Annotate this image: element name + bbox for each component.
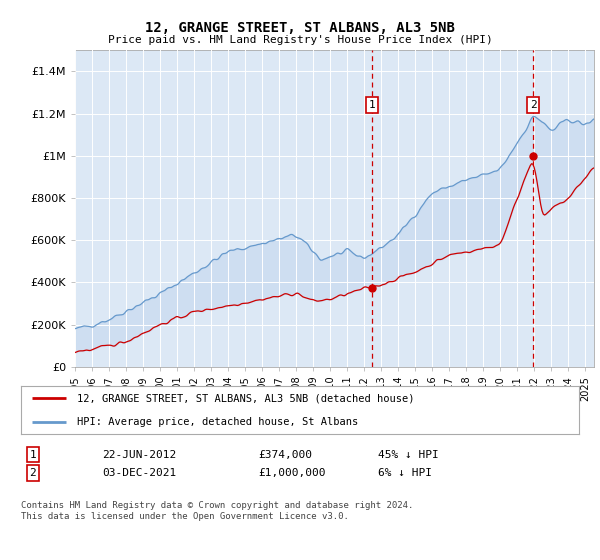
- Text: £374,000: £374,000: [258, 450, 312, 460]
- Text: Contains HM Land Registry data © Crown copyright and database right 2024.
This d: Contains HM Land Registry data © Crown c…: [21, 501, 413, 521]
- Text: 6% ↓ HPI: 6% ↓ HPI: [378, 468, 432, 478]
- Text: 12, GRANGE STREET, ST ALBANS, AL3 5NB (detached house): 12, GRANGE STREET, ST ALBANS, AL3 5NB (d…: [77, 393, 415, 403]
- Text: 45% ↓ HPI: 45% ↓ HPI: [378, 450, 439, 460]
- Text: HPI: Average price, detached house, St Albans: HPI: Average price, detached house, St A…: [77, 417, 358, 427]
- Text: 2: 2: [29, 468, 37, 478]
- Text: 1: 1: [369, 100, 376, 110]
- Text: 2: 2: [530, 100, 536, 110]
- Text: 22-JUN-2012: 22-JUN-2012: [102, 450, 176, 460]
- Text: 1: 1: [29, 450, 37, 460]
- Text: 12, GRANGE STREET, ST ALBANS, AL3 5NB: 12, GRANGE STREET, ST ALBANS, AL3 5NB: [145, 21, 455, 35]
- Text: 03-DEC-2021: 03-DEC-2021: [102, 468, 176, 478]
- Text: Price paid vs. HM Land Registry's House Price Index (HPI): Price paid vs. HM Land Registry's House …: [107, 35, 493, 45]
- Text: £1,000,000: £1,000,000: [258, 468, 325, 478]
